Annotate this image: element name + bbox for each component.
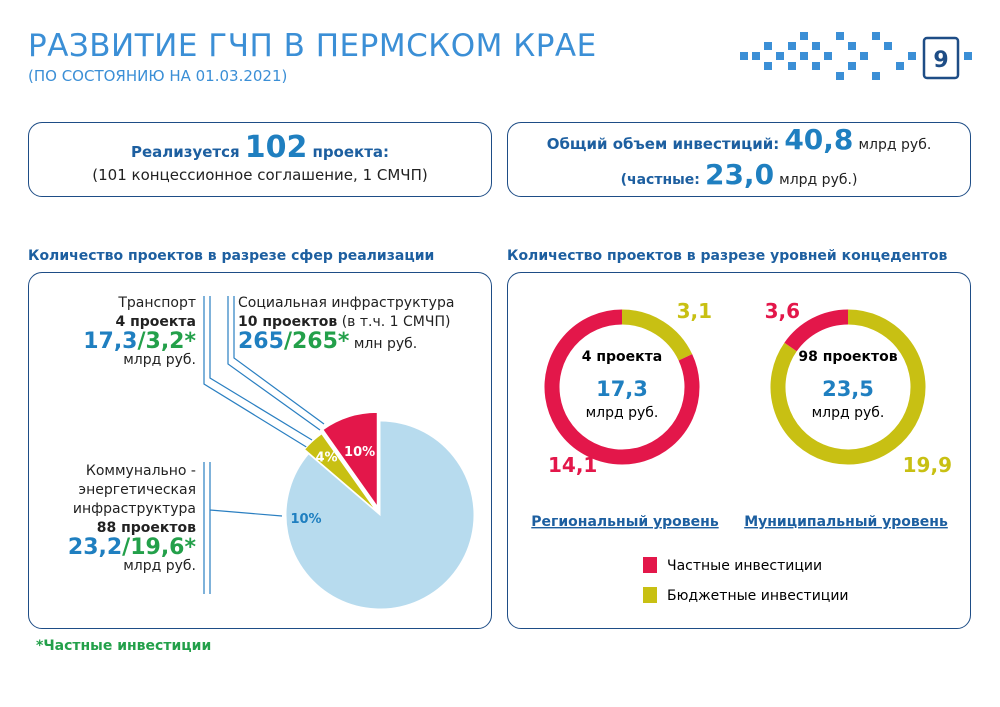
levels-box (507, 272, 971, 629)
slice-label: 10% (290, 512, 321, 527)
number: 23,2 (67, 535, 123, 560)
text: млрд руб. (123, 352, 196, 368)
legend-label: Частные инвестиции (667, 558, 822, 574)
caption: Муниципальный уровень (744, 514, 948, 530)
projects-detail: (101 концессионное соглашение, 1 СМЧП) (92, 166, 428, 184)
text: энергетическая (78, 482, 196, 498)
summary-box (28, 122, 492, 197)
text: (частные: (620, 172, 700, 188)
center-count: 98 проектов (798, 349, 897, 365)
text: млн руб. (353, 336, 418, 352)
private-line: (частные: 23,0 млрд руб.) (507, 158, 971, 191)
legend-swatch (643, 557, 657, 573)
projects-line: Реализуется 102 проекта: (28, 130, 492, 165)
text: млрд руб. (123, 558, 196, 574)
center-unit: млрд руб. (586, 405, 659, 421)
subtitle: (ПО СОСТОЯНИЮ НА 01.03.2021) (28, 67, 288, 85)
number: 102 (244, 130, 308, 165)
text: инфраструктура (72, 501, 196, 517)
text: Общий объем инвестиций: (546, 135, 780, 153)
text: (в т.ч. 1 СМЧП) (341, 314, 451, 330)
summary-box (507, 122, 971, 197)
center-count: 4 проекта (582, 349, 663, 365)
value-label: 3,6 (765, 299, 800, 323)
text: Коммунально - (85, 463, 196, 479)
value-label: 19,9 (903, 453, 952, 477)
social-callout: Социальная инфраструктура 10 проектов (в… (238, 294, 454, 354)
pie-slice (322, 411, 378, 508)
slice-label: 10% (344, 445, 375, 460)
section-title: Количество проектов в разрезе сфер реали… (28, 248, 435, 264)
legend-label: Бюджетные инвестиции (667, 588, 849, 604)
number: 23,0 (704, 158, 775, 191)
text: проекта: (312, 143, 390, 161)
section-title: Количество проектов в разрезе уровней ко… (507, 248, 948, 264)
legend-swatch (643, 587, 657, 603)
number: /19,6* (122, 535, 196, 560)
slice-label: 4% (316, 450, 338, 465)
text: 88 проектов (96, 520, 196, 536)
text: Транспорт (118, 295, 196, 311)
number: 17,3 (83, 329, 138, 354)
sectors-box (28, 272, 492, 629)
center-value: 17,3 (596, 377, 648, 401)
text: млрд руб. (858, 137, 932, 153)
logo: 9 (740, 32, 972, 80)
pie-slice (285, 420, 475, 610)
text: млрд руб.) (779, 172, 858, 188)
donut-segment (770, 309, 926, 465)
page-number: 9 (933, 48, 948, 73)
utilities-callout: Коммунально - энергетическая инфраструкт… (40, 462, 196, 576)
value-label: 3,1 (677, 299, 712, 323)
donut-segment (544, 309, 700, 465)
number: /3,2* (137, 329, 196, 354)
number: 265 (238, 329, 284, 354)
text: Социальная инфраструктура (238, 295, 455, 311)
number: /265* (283, 329, 350, 354)
text: 4 проекта (115, 314, 197, 330)
footnote: *Частные инвестиции (36, 638, 212, 654)
number: 40,8 (784, 123, 854, 156)
title: РАЗВИТИЕ ГЧП В ПЕРМСКОМ КРАЕ (28, 28, 597, 64)
investments-line: Общий объем инвестиций: 40,8 млрд руб. (507, 123, 971, 156)
text: 10 проектов (238, 314, 338, 330)
caption: Региональный уровень (531, 514, 719, 530)
donut-segment (621, 309, 693, 361)
donut-segment (784, 309, 849, 352)
center-unit: млрд руб. (812, 405, 885, 421)
text: Реализуется (130, 143, 240, 161)
transport-callout: Транспорт 4 проекта 17,3/3,2* млрд руб. (40, 294, 196, 370)
center-value: 23,5 (822, 377, 874, 401)
pie-slice (303, 433, 377, 511)
value-label: 14,1 (548, 453, 597, 477)
